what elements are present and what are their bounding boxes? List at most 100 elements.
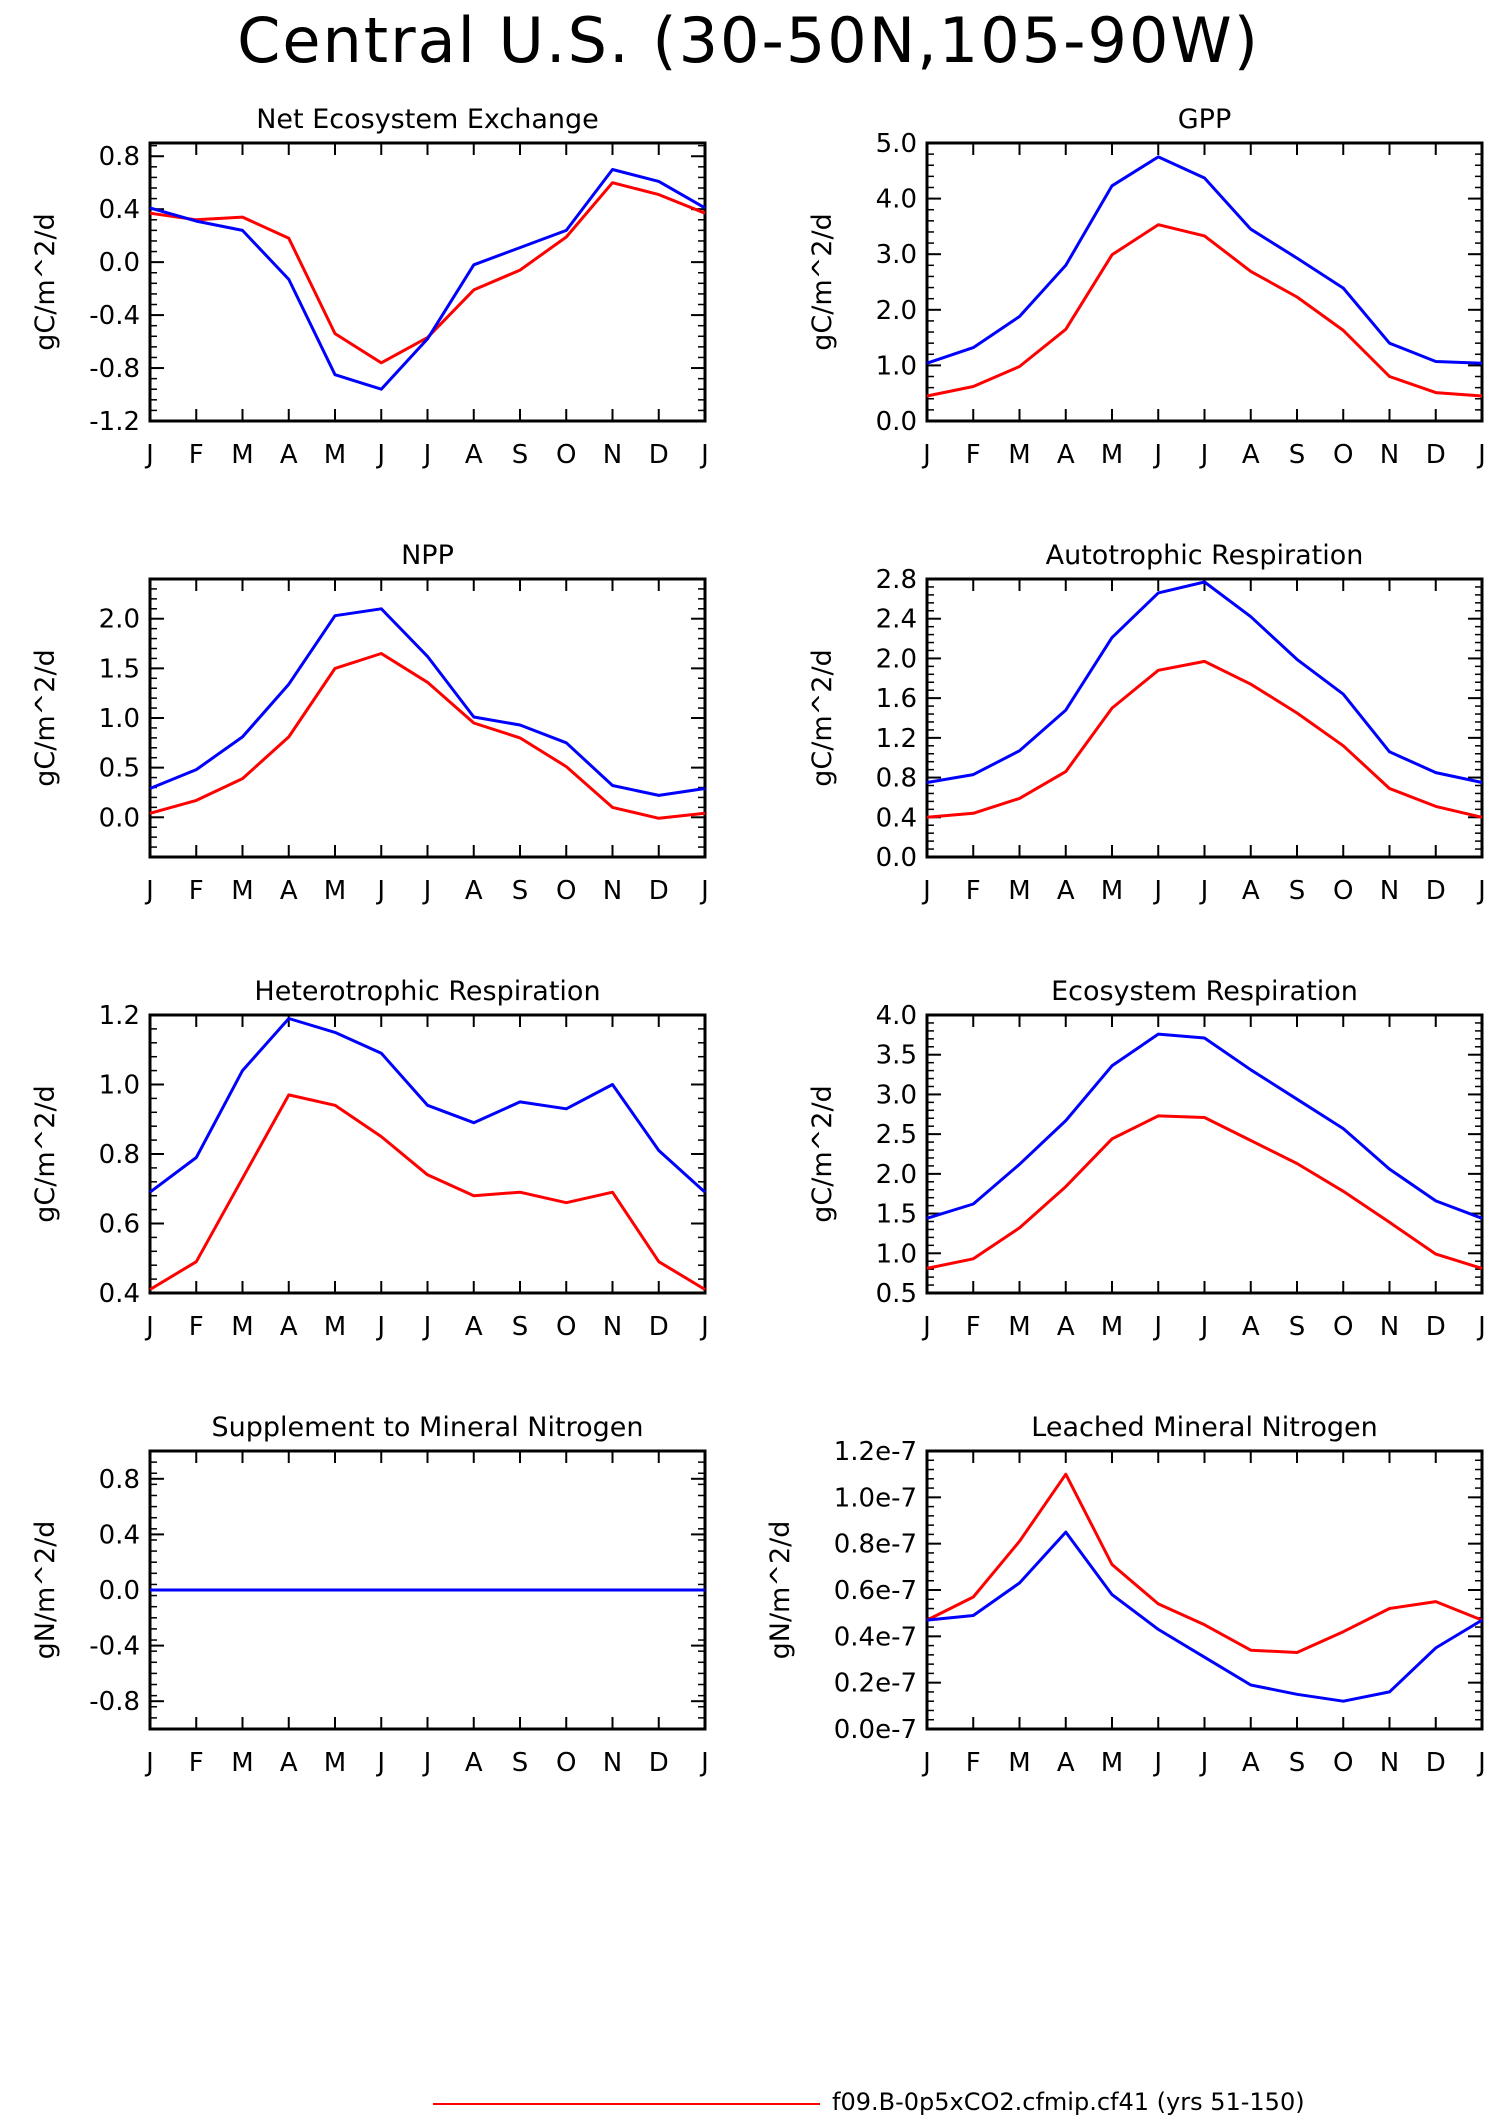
y-tick-label: 4.0 xyxy=(876,1001,917,1031)
x-tick-label: D xyxy=(649,876,669,906)
y-tick-label: 0.8 xyxy=(99,1140,140,1170)
y-tick-label: 0.4 xyxy=(99,195,140,225)
x-tick-label: J xyxy=(422,1312,432,1342)
x-tick-label: O xyxy=(1333,1748,1353,1778)
x-tick-label: F xyxy=(966,1748,981,1778)
series-line-red xyxy=(926,659,1483,819)
y-tick-label: 0.6e-7 xyxy=(834,1576,917,1606)
x-tick-label: A xyxy=(1242,1312,1260,1342)
y-tick-label: 1.0 xyxy=(99,704,140,734)
x-tick-label: M xyxy=(231,1312,253,1342)
x-tick-label: J xyxy=(375,440,385,470)
x-tick-label: N xyxy=(1380,440,1399,470)
series-line-blue xyxy=(926,1032,1483,1220)
series-line-blue xyxy=(926,580,1483,784)
x-tick-label: O xyxy=(556,1312,576,1342)
x-tick-label: N xyxy=(603,876,622,906)
x-tick-label: J xyxy=(1152,1748,1162,1778)
x-tick-label: N xyxy=(1380,876,1399,906)
x-tick-label: O xyxy=(1333,1312,1353,1342)
x-tick-label: A xyxy=(1057,1748,1075,1778)
series-line-blue xyxy=(149,607,706,797)
y-tick-label: -0.8 xyxy=(89,354,140,384)
y-tick-label: 0.0 xyxy=(99,1576,140,1606)
chart-panel: J F M A M J J A S O N D J0.0e-70.2e-70.4e-70.6e-70.8… xyxy=(765,1412,1486,1778)
x-tick-label: J xyxy=(422,876,432,906)
y-axis-label: gN/m^2/d xyxy=(765,1521,796,1660)
x-tick-label: J xyxy=(1476,1748,1486,1778)
x-tick-label: F xyxy=(966,440,981,470)
y-tick-label: 1.5 xyxy=(876,1200,917,1230)
x-tick-label: J xyxy=(921,1312,931,1342)
x-tick-label: J xyxy=(1476,1312,1486,1342)
x-tick-label: J xyxy=(1199,1748,1209,1778)
x-tick-label: M xyxy=(324,1312,346,1342)
x-tick-label: J xyxy=(1199,876,1209,906)
y-tick-label: 2.0 xyxy=(99,605,140,635)
y-tick-label: 1.2e-7 xyxy=(834,1437,917,1467)
chart-panel: J F M A M J J A S O N D J-0.8-0.40.00.40.8Supplement… xyxy=(30,1412,709,1778)
x-tick-label: O xyxy=(556,876,576,906)
y-tick-label: 1.6 xyxy=(876,684,917,714)
y-tick-label: 1.0 xyxy=(876,1239,917,1269)
y-tick-label: 0.4 xyxy=(876,803,917,833)
y-tick-label: 0.5 xyxy=(99,754,140,784)
x-tick-label: N xyxy=(1380,1748,1399,1778)
x-tick-label: M xyxy=(1101,440,1123,470)
x-tick-label: J xyxy=(699,440,709,470)
x-tick-label: F xyxy=(189,440,204,470)
x-tick-label: D xyxy=(1426,1312,1446,1342)
x-tick-label: A xyxy=(465,1312,483,1342)
x-tick-label: M xyxy=(1101,876,1123,906)
series-line-blue xyxy=(926,1530,1483,1703)
series-line-red xyxy=(926,1472,1483,1654)
x-tick-label: S xyxy=(1289,1312,1306,1342)
y-tick-label: 3.0 xyxy=(876,1080,917,1110)
x-tick-label: J xyxy=(1476,440,1486,470)
y-tick-label: 0.8 xyxy=(99,142,140,172)
panel-title: Net Ecosystem Exchange xyxy=(256,104,599,135)
x-tick-label: J xyxy=(921,876,931,906)
x-tick-label: N xyxy=(603,1312,622,1342)
y-axis-label: gC/m^2/d xyxy=(807,213,838,350)
x-tick-label: D xyxy=(1426,876,1446,906)
x-tick-label: J xyxy=(375,876,385,906)
x-tick-label: A xyxy=(1242,876,1260,906)
x-tick-label: O xyxy=(556,440,576,470)
panel-title: Autotrophic Respiration xyxy=(1046,540,1364,571)
x-tick-label: J xyxy=(1199,440,1209,470)
panel-title: Supplement to Mineral Nitrogen xyxy=(212,1412,644,1443)
y-tick-label: 2.4 xyxy=(876,605,917,635)
y-tick-label: 2.5 xyxy=(876,1120,917,1150)
x-tick-label: S xyxy=(512,876,529,906)
x-tick-label: N xyxy=(603,440,622,470)
x-tick-label: A xyxy=(1242,1748,1260,1778)
y-tick-label: 0.8e-7 xyxy=(834,1530,917,1560)
y-axis-label: gC/m^2/d xyxy=(30,213,61,350)
chart-panel: J F M A M J J A S O N D J0.40.60.81.01.2Heterotrophi… xyxy=(30,976,709,1342)
x-tick-label: F xyxy=(189,1312,204,1342)
y-tick-label: 2.8 xyxy=(876,565,917,595)
x-tick-label: A xyxy=(280,876,298,906)
x-tick-label: J xyxy=(699,1748,709,1778)
series-line-red xyxy=(149,181,706,365)
y-tick-label: -0.8 xyxy=(89,1687,140,1717)
y-tick-label: 0.0 xyxy=(876,407,917,437)
x-tick-label: J xyxy=(1152,1312,1162,1342)
series-line-red xyxy=(149,1093,706,1291)
y-tick-label: 3.0 xyxy=(876,240,917,270)
x-tick-label: M xyxy=(324,1748,346,1778)
x-tick-label: S xyxy=(512,1312,529,1342)
y-tick-label: 1.5 xyxy=(99,654,140,684)
x-tick-label: A xyxy=(1057,1312,1075,1342)
x-tick-label: S xyxy=(1289,876,1306,906)
x-tick-label: M xyxy=(1008,1748,1030,1778)
chart-panel: J F M A M J J A S O N D J0.00.40.81.21.62.02.42.8Aut… xyxy=(807,540,1486,906)
x-tick-label: M xyxy=(231,1748,253,1778)
y-tick-label: -0.4 xyxy=(89,301,140,331)
y-tick-label: 2.0 xyxy=(876,644,917,674)
series-line-blue xyxy=(149,168,706,391)
y-tick-label: -1.2 xyxy=(89,407,140,437)
x-tick-label: A xyxy=(280,440,298,470)
